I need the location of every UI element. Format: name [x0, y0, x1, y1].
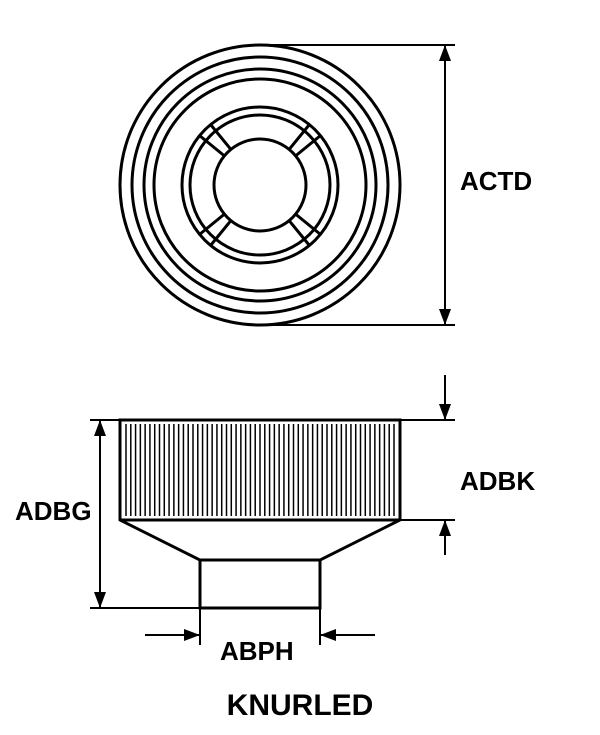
- arrowhead-icon: [94, 420, 106, 436]
- top-circle: [132, 57, 388, 313]
- label-adbg: ADBG: [15, 496, 92, 526]
- top-circle: [144, 69, 376, 301]
- arrowhead-icon: [439, 520, 451, 536]
- arrowhead-icon: [439, 309, 451, 325]
- arrowhead-icon: [184, 629, 200, 641]
- top-circle: [214, 139, 306, 231]
- diagram-canvas: ACTD ADBK ADBG ABPH KNURLED: [0, 0, 600, 735]
- title-label: KNURLED: [227, 689, 374, 722]
- top-circle: [154, 79, 366, 291]
- label-adbk: ADBK: [460, 466, 535, 496]
- side-view: [120, 420, 400, 608]
- top-circle: [120, 45, 400, 325]
- arrowhead-icon: [94, 592, 106, 608]
- top-view: [120, 45, 400, 325]
- label-abph: ABPH: [220, 636, 294, 666]
- arrowhead-icon: [439, 404, 451, 420]
- label-actd: ACTD: [460, 166, 532, 196]
- top-circle: [182, 107, 338, 263]
- top-circle: [190, 115, 330, 255]
- arrowhead-icon: [320, 629, 336, 641]
- arrowhead-icon: [439, 45, 451, 61]
